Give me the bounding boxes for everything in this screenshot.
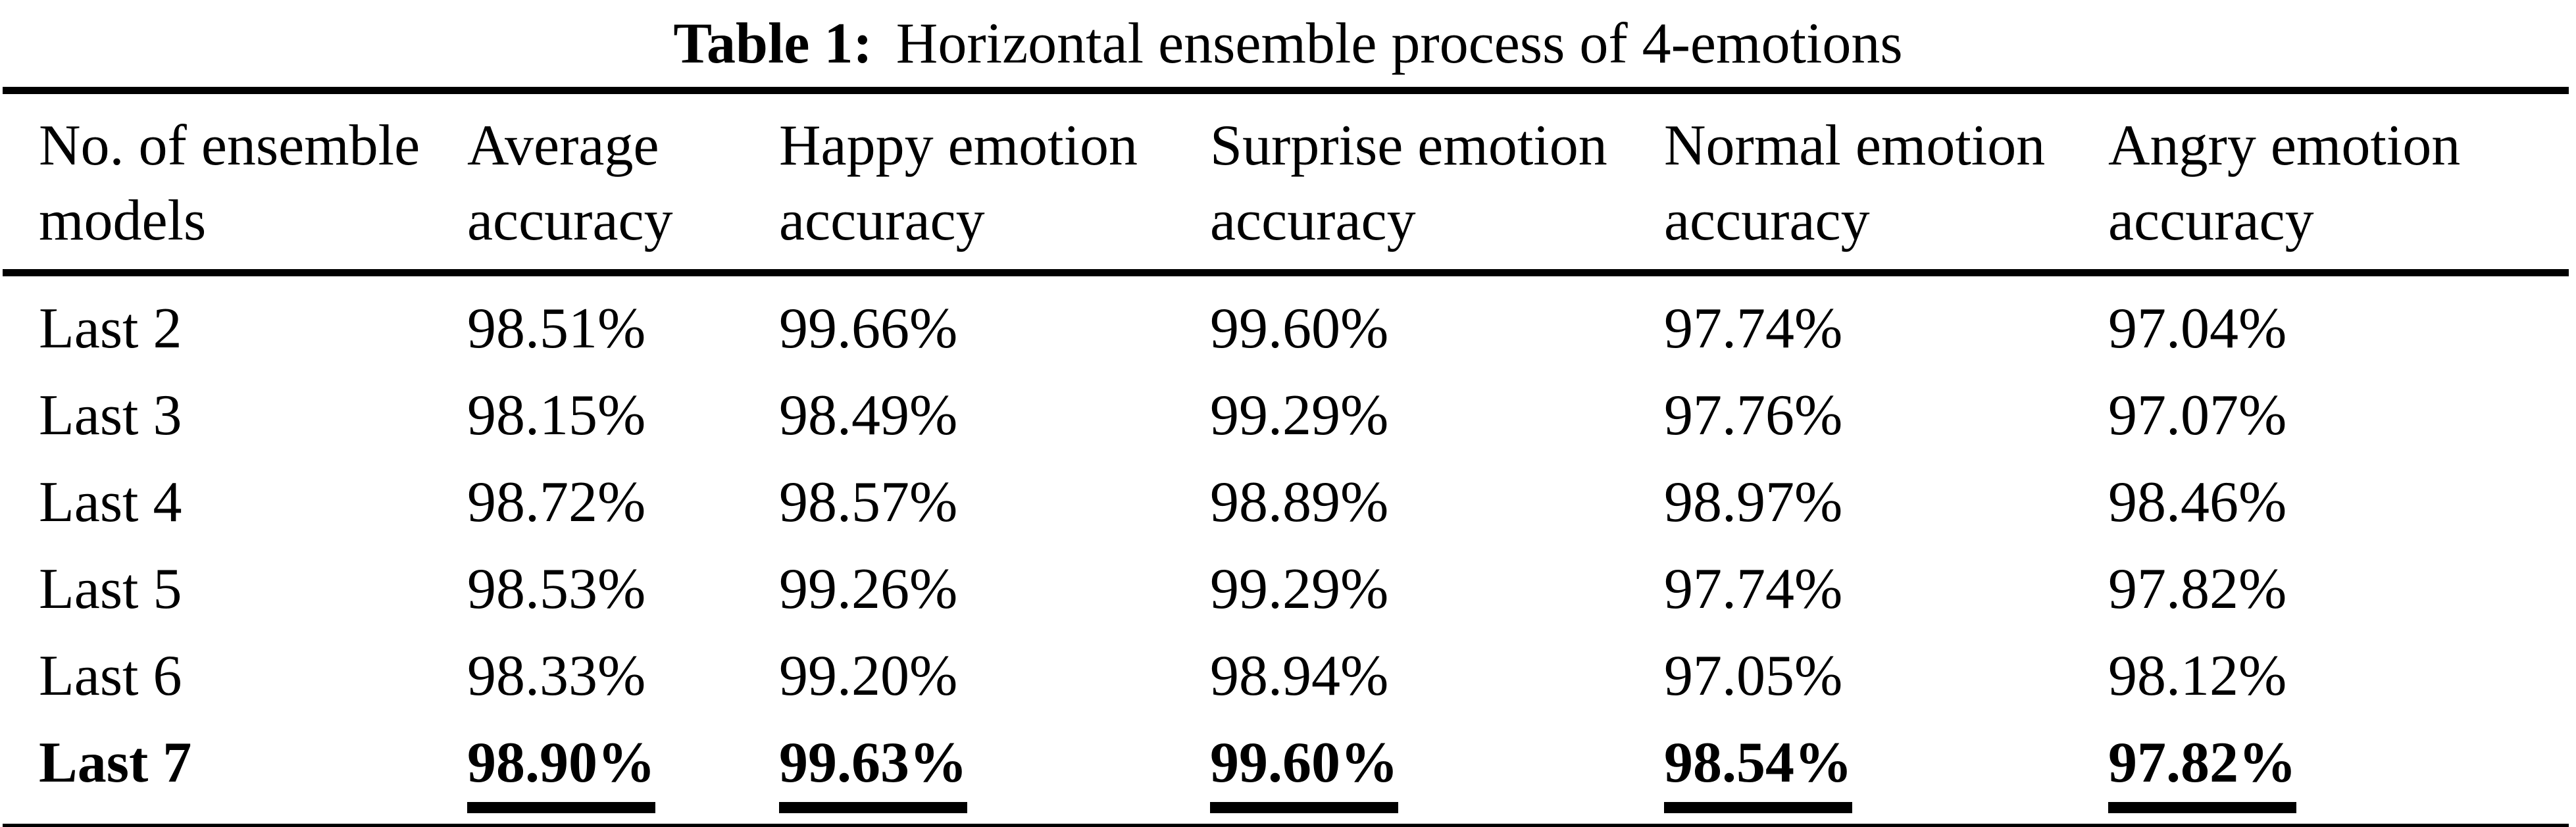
cell-value: 98.89% — [1210, 470, 1389, 534]
data-cell: 97.82% — [2108, 546, 2569, 633]
cell-value-underlined: 98.90% — [467, 728, 655, 813]
cell-value: 98.15% — [467, 384, 646, 447]
col-header-happy-accuracy: Happy emotion accuracy — [779, 90, 1210, 276]
data-cell: 97.74% — [1664, 546, 2108, 633]
data-cell: 98.89% — [1210, 459, 1664, 546]
cell-value: 97.05% — [1664, 644, 1843, 708]
cell-value: 98.53% — [467, 557, 646, 621]
data-cell: 98.72% — [467, 459, 779, 546]
row-label: Last 6 — [39, 644, 182, 708]
cell-value: 97.82% — [2108, 557, 2287, 621]
table-row-last-7-best: Last 7 98.90% 99.63% 99.60% 98.54% 97.82… — [3, 720, 2569, 827]
col-header-surprise-accuracy: Surprise emotion accuracy — [1210, 90, 1664, 276]
caption-title: Horizontal ensemble process of 4-emotion… — [896, 11, 1903, 76]
table-row-last-2: Last 2 98.51% 99.66% 99.60% 97.74% 97.04… — [3, 273, 2569, 373]
cell-value: 99.29% — [1210, 384, 1389, 447]
data-cell: 98.54% — [1664, 720, 2108, 827]
cell-value-underlined: 99.60% — [1210, 728, 1398, 813]
col-header-average-accuracy: Average accuracy — [467, 90, 779, 276]
row-label: Last 3 — [39, 384, 182, 447]
cell-value: 98.51% — [467, 297, 646, 361]
data-cell: 99.29% — [1210, 372, 1664, 459]
cell-value: 99.20% — [779, 644, 958, 708]
table-caption: Table 1: Horizontal ensemble process of … — [0, 0, 2576, 87]
caption-label: Table 1: — [673, 11, 872, 76]
data-cell: 98.33% — [467, 633, 779, 720]
row-label: Last 2 — [39, 297, 182, 361]
header-row: No. of ensemble models Average accuracy … — [3, 90, 2569, 276]
data-cell: 99.29% — [1210, 546, 1664, 633]
cell-value: 97.74% — [1664, 297, 1843, 361]
data-cell: 97.82% — [2108, 720, 2569, 827]
data-cell: 99.63% — [779, 720, 1210, 827]
data-cell: 99.66% — [779, 273, 1210, 373]
cell-value-underlined: 99.63% — [779, 728, 967, 813]
row-label: Last 7 — [39, 731, 192, 795]
cell-value: 97.74% — [1664, 557, 1843, 621]
cell-value: 97.04% — [2108, 297, 2287, 361]
data-cell: 97.07% — [2108, 372, 2569, 459]
data-cell: 99.60% — [1210, 273, 1664, 373]
data-cell: 98.94% — [1210, 633, 1664, 720]
data-cell: 98.53% — [467, 546, 779, 633]
cell-value: 98.97% — [1664, 470, 1843, 534]
data-cell: 99.20% — [779, 633, 1210, 720]
cell-value: 99.26% — [779, 557, 958, 621]
cell-value: 98.72% — [467, 470, 646, 534]
col-header-normal-accuracy: Normal emotion accuracy — [1664, 90, 2108, 276]
cell-value: 98.46% — [2108, 470, 2287, 534]
cell-value-underlined: 98.54% — [1664, 728, 1852, 813]
data-cell: 99.26% — [779, 546, 1210, 633]
table-row-last-6: Last 6 98.33% 99.20% 98.94% 97.05% 98.12… — [3, 633, 2569, 720]
cell-value: 99.66% — [779, 297, 958, 361]
data-cell: 97.74% — [1664, 273, 2108, 373]
data-cell: 98.12% — [2108, 633, 2569, 720]
col-header-angry-accuracy: Angry emotion accuracy — [2108, 90, 2569, 276]
cell-value: 98.12% — [2108, 644, 2287, 708]
data-cell: 99.60% — [1210, 720, 1664, 827]
col-header-ensemble-models: No. of ensemble models — [3, 90, 467, 276]
cell-value: 99.60% — [1210, 297, 1389, 361]
cell-value: 98.94% — [1210, 644, 1389, 708]
row-label: Last 5 — [39, 557, 182, 621]
data-cell: 98.51% — [467, 273, 779, 373]
table-row-last-4: Last 4 98.72% 98.57% 98.89% 98.97% 98.46… — [3, 459, 2569, 546]
cell-value: 98.57% — [779, 470, 958, 534]
cell-value: 98.49% — [779, 384, 958, 447]
cell-value: 98.33% — [467, 644, 646, 708]
data-cell: 98.46% — [2108, 459, 2569, 546]
data-cell: 98.15% — [467, 372, 779, 459]
data-cell: 97.76% — [1664, 372, 2108, 459]
row-label: Last 4 — [39, 470, 182, 534]
cell-value-underlined: 97.82% — [2108, 728, 2296, 813]
table-row-last-3: Last 3 98.15% 98.49% 99.29% 97.76% 97.07… — [3, 372, 2569, 459]
cell-value: 99.29% — [1210, 557, 1389, 621]
data-cell: 98.57% — [779, 459, 1210, 546]
cell-value: 97.76% — [1664, 384, 1843, 447]
table-row-last-5: Last 5 98.53% 99.26% 99.29% 97.74% 97.82… — [3, 546, 2569, 633]
results-table: No. of ensemble models Average accuracy … — [3, 87, 2569, 827]
data-cell: 97.05% — [1664, 633, 2108, 720]
cell-value: 97.07% — [2108, 384, 2287, 447]
data-cell: 98.49% — [779, 372, 1210, 459]
data-cell: 98.97% — [1664, 459, 2108, 546]
data-cell: 98.90% — [467, 720, 779, 827]
data-cell: 97.04% — [2108, 273, 2569, 373]
